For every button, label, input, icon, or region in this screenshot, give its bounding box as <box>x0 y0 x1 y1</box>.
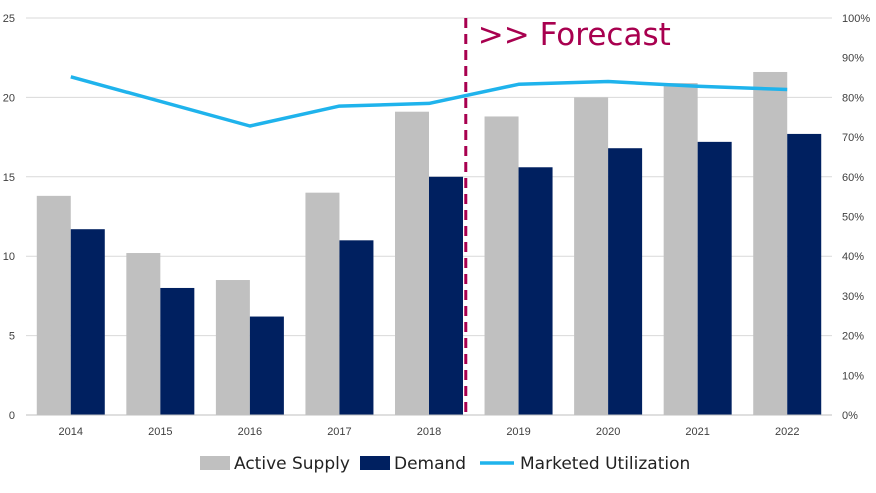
bar-demand-2018 <box>429 176 463 415</box>
legend-label-marketed-utilization: Marketed Utilization <box>520 454 690 474</box>
bar-active-supply-2017 <box>305 192 340 415</box>
right-y-tick-label: 30% <box>842 291 864 303</box>
legend-swatch-active-supply <box>200 456 230 470</box>
right-y-tick-label: 40% <box>842 251 864 263</box>
right-y-tick-label: 0% <box>842 410 858 422</box>
bar-demand-2022 <box>787 133 822 415</box>
bar-active-supply-2018 <box>395 111 429 415</box>
x-tick-label: 2019 <box>506 426 530 438</box>
x-tick-label: 2017 <box>327 426 351 438</box>
marketed-utilization-line <box>70 75 788 128</box>
left-y-tick-label: 10 <box>3 251 15 263</box>
bar-active-supply-2020 <box>574 97 609 416</box>
x-tick-label: 2020 <box>596 426 620 438</box>
bar-demand-2016 <box>249 316 284 415</box>
right-y-tick-label: 10% <box>842 370 864 382</box>
legend-swatch-demand <box>360 456 390 470</box>
left-y-tick-label: 0 <box>9 410 15 422</box>
forecast-annotation: >> Forecast <box>478 17 671 53</box>
right-y-tick-label: 80% <box>842 92 864 104</box>
legend-label-active-supply: Active Supply <box>234 454 350 474</box>
legend-label-demand: Demand <box>394 454 466 474</box>
right-y-tick-label: 70% <box>842 132 864 144</box>
left-y-tick-label: 25 <box>3 13 15 25</box>
x-tick-label: 2016 <box>238 426 262 438</box>
bar-demand-2020 <box>608 148 643 415</box>
left-y-tick-label: 15 <box>3 172 15 184</box>
bar-active-supply-2015 <box>126 253 161 415</box>
bar-active-supply-2021 <box>663 83 698 415</box>
bar-demand-2021 <box>697 141 732 415</box>
bar-demand-2014 <box>70 229 105 415</box>
right-y-tick-label: 100% <box>842 13 870 25</box>
bar-active-supply-2016 <box>215 280 250 415</box>
left-y-tick-label: 20 <box>3 92 15 104</box>
bar-active-supply-2019 <box>484 116 519 416</box>
left-y-tick-label: 5 <box>9 331 15 343</box>
bar-active-supply-2022 <box>753 71 788 415</box>
right-y-tick-label: 60% <box>842 172 864 184</box>
right-y-tick-label: 20% <box>842 331 864 343</box>
x-axis-ticks: 2014 2015 2016 2017 2018 2019 2020 2021 2022 <box>59 426 800 438</box>
left-y-axis-ticks: 0 5 10 15 20 25 <box>3 13 15 422</box>
x-tick-label: 2018 <box>417 426 441 438</box>
bar-demand-2019 <box>518 167 553 415</box>
right-y-tick-label: 50% <box>842 212 864 224</box>
x-tick-label: 2022 <box>775 426 799 438</box>
x-tick-label: 2014 <box>59 426 83 438</box>
bar-series <box>36 71 822 416</box>
x-tick-label: 2021 <box>685 426 709 438</box>
right-y-axis-ticks: 0% 10% 20% 30% 40% 50% 60% 70% 80% 90% 100% <box>842 13 870 422</box>
bar-demand-2015 <box>160 287 195 415</box>
bar-active-supply-2014 <box>36 195 71 415</box>
chart-legend: Active Supply Demand Marketed Utilization <box>200 454 690 474</box>
x-tick-label: 2015 <box>148 426 172 438</box>
right-y-tick-label: 90% <box>842 53 864 65</box>
bar-demand-2017 <box>339 240 374 415</box>
